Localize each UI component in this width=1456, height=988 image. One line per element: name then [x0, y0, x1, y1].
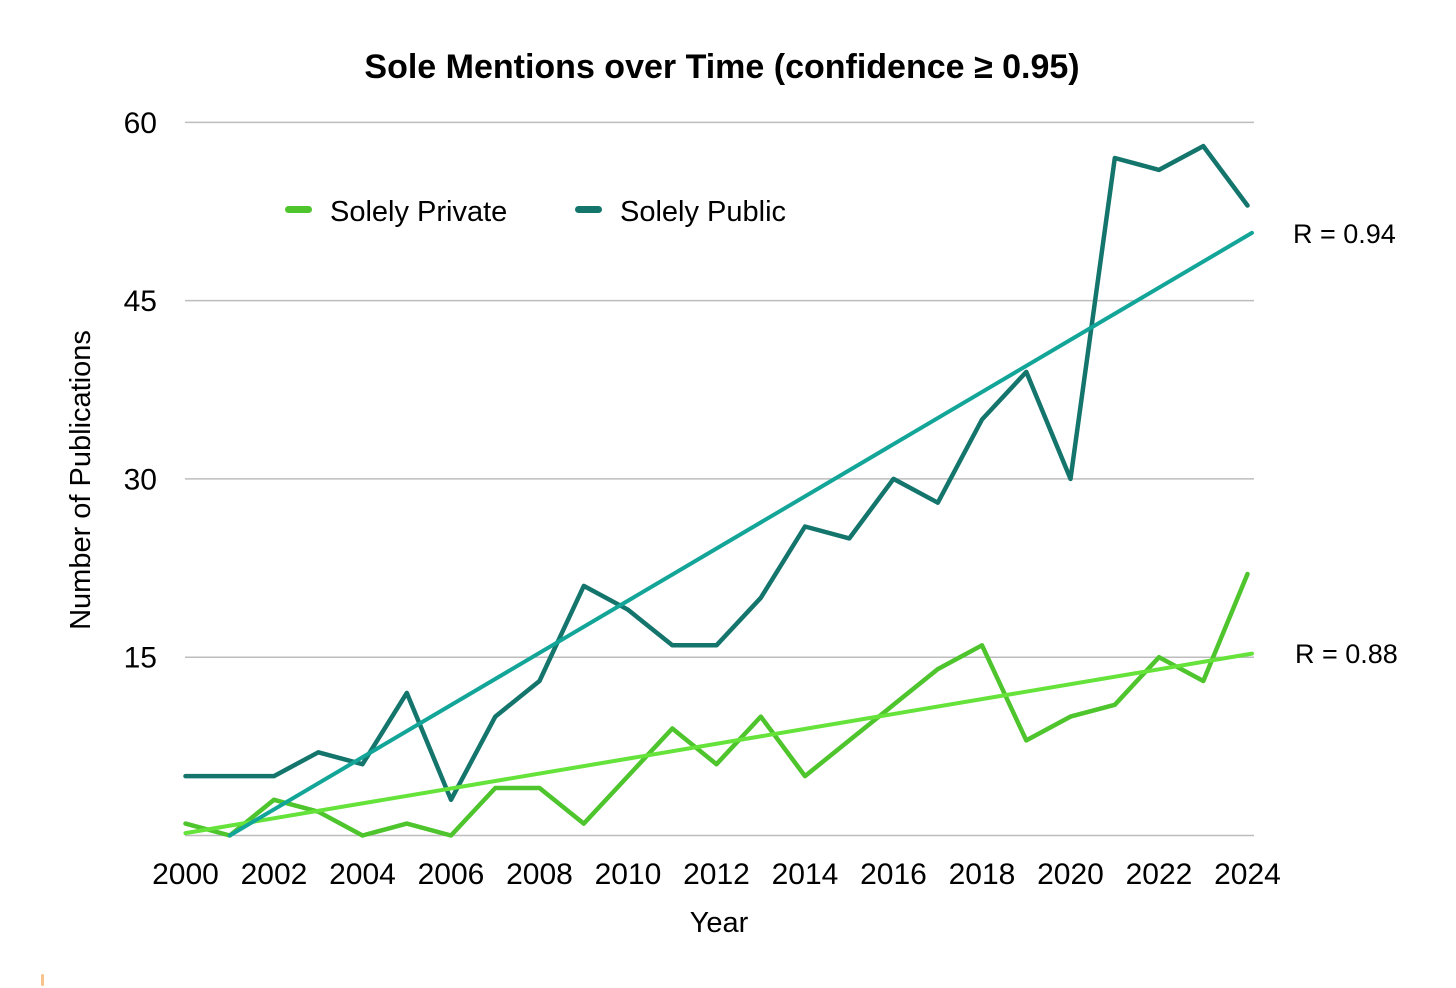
x-tick-2008: 2008 — [506, 858, 573, 891]
y-axis-title: Number of Publications — [65, 330, 97, 630]
x-tick-2020: 2020 — [1037, 858, 1104, 891]
r-value-private: R = 0.88 — [1295, 639, 1398, 669]
series-layer — [183, 143, 1250, 838]
x-tick-2018: 2018 — [949, 858, 1016, 891]
x-tick-2006: 2006 — [418, 858, 485, 891]
trendline-solely-private — [183, 651, 1254, 836]
x-tick-2004: 2004 — [329, 858, 396, 891]
x-tick-2024: 2024 — [1214, 858, 1281, 891]
legend-swatch-public — [575, 206, 602, 213]
y-tick-15: 15 — [124, 642, 157, 675]
x-tick-layer: 2000 2002 2004 2006 2008 2010 2012 2014 2016 2018… — [152, 858, 1281, 891]
x-tick-2014: 2014 — [772, 858, 839, 891]
y-tick-45: 45 — [124, 285, 157, 318]
x-tick-2016: 2016 — [860, 858, 927, 891]
x-tick-2022: 2022 — [1126, 858, 1193, 891]
trendline-layer — [183, 230, 1254, 838]
series-line-solely-private — [183, 571, 1250, 838]
legend-swatch-private — [285, 206, 312, 213]
x-tick-2002: 2002 — [241, 858, 308, 891]
x-tick-2012: 2012 — [683, 858, 750, 891]
x-tick-2000: 2000 — [152, 858, 219, 891]
series-line-solely-public — [183, 143, 1250, 803]
x-axis-title: Year — [690, 907, 749, 939]
y-tick-60: 60 — [124, 107, 157, 140]
r-value-public: R = 0.94 — [1293, 219, 1396, 249]
legend-label-private: Solely Private — [330, 196, 507, 228]
trendline-solely-public — [227, 230, 1254, 838]
gridlines-layer — [185, 121, 1254, 837]
x-tick-2010: 2010 — [595, 858, 662, 891]
legend: Solely Private Solely Public — [285, 196, 786, 228]
chart-title: Sole Mentions over Time (confidence ≥ 0.… — [364, 48, 1079, 86]
y-tick-layer: 15 30 45 60 — [124, 107, 157, 675]
legend-label-public: Solely Public — [620, 196, 786, 228]
y-tick-30: 30 — [124, 463, 157, 496]
stray-mark — [41, 974, 44, 986]
